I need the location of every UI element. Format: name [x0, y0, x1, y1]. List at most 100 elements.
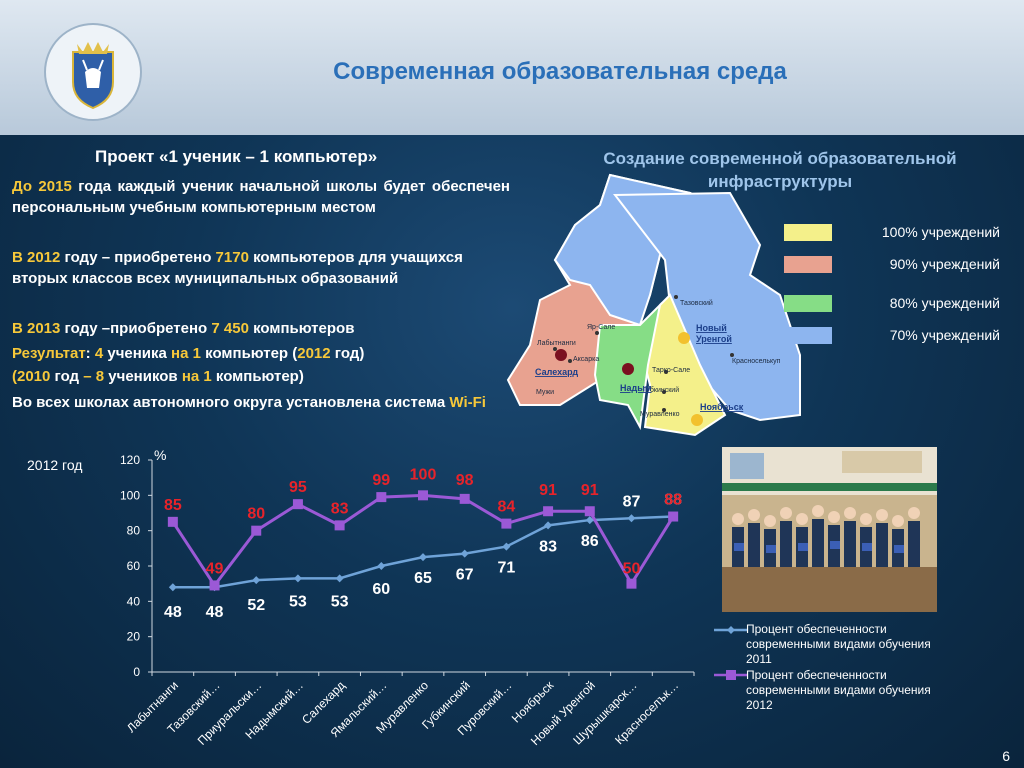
map-label-labytnangi: Лабытнанги [537, 339, 576, 347]
legend-label-70: 70% учреждений [889, 327, 1000, 343]
region-map: Лабытнанги Яр-Сале Аксарка Мужи Тазовски… [506, 173, 801, 437]
data-label-2011: 67 [456, 567, 474, 584]
noyabrsk-marker [691, 414, 703, 426]
data-label-2011: 86 [581, 533, 599, 550]
point-2012 [626, 578, 637, 589]
data-label-2012: 91 [539, 482, 557, 499]
page-number: 6 [1002, 748, 1010, 764]
data-label-2012: 88 [664, 492, 682, 509]
point-2012 [418, 490, 428, 501]
page-title: Современная образовательная среда [333, 58, 787, 85]
point-2011 [168, 583, 177, 592]
map-label-novy-urengoy-1: Новый [696, 323, 727, 333]
point-2011 [585, 516, 594, 525]
point-2012 [251, 525, 262, 536]
labytnangi-dot [553, 347, 557, 351]
point-2012 [668, 511, 679, 522]
paragraph-result: Результат: 4 ученика на 1 компьютер (201… [12, 345, 365, 362]
point-2011 [544, 521, 553, 530]
data-label-2011: 53 [331, 593, 349, 610]
data-label-2011: 53 [289, 593, 307, 610]
y-tick-label: 0 [133, 665, 140, 679]
point-2011 [627, 514, 636, 523]
legend-label-90: 90% учреждений [889, 256, 1000, 272]
y-tick-label: 20 [127, 630, 141, 644]
data-label-2012: 80 [247, 506, 265, 523]
point-2012 [334, 520, 345, 531]
legend-label-100: 100% учреждений [881, 224, 1000, 240]
novy-urengoy-marker [678, 332, 690, 344]
paragraph-2010: (2010 год – 8 учеников на 1 компьютер) [12, 368, 304, 385]
legend-label-80: 80% учреждений [889, 295, 1000, 311]
legend-swatch-100 [784, 224, 832, 241]
map-label-muravlenko: Муравленко [640, 411, 680, 418]
y-tick-label: 60 [127, 559, 141, 573]
point-2011 [252, 576, 261, 585]
data-label-2011: 48 [164, 604, 182, 621]
data-label-2012: 91 [581, 482, 599, 499]
point-2011 [419, 553, 427, 562]
data-label-2011: 88 [664, 492, 682, 509]
data-label-2011: 71 [497, 560, 515, 577]
infrastructure-heading-line1: Создание современной образовательной [603, 149, 957, 168]
project-heading: Проект «1 ученик – 1 компьютер» [95, 147, 378, 166]
map-label-tarko-sale: Тарко-Сале [652, 367, 690, 374]
data-label-2012: 98 [456, 472, 474, 489]
infrastructure-heading: Создание современной образовательной инф… [548, 147, 1012, 193]
krasnoselkup-dot [730, 353, 734, 357]
point-2011 [460, 549, 469, 558]
yarsale-dot [595, 331, 599, 335]
paragraph-wifi: Во всех школах автономного округа устано… [12, 394, 486, 411]
aksarka-dot [568, 359, 572, 363]
point-2012 [459, 493, 470, 504]
map-label-noyabrsk: Ноябрьск [700, 402, 744, 412]
emblem-logo [44, 23, 142, 121]
point-2012 [543, 506, 554, 517]
y-tick-label: 80 [127, 524, 141, 538]
legend-label-2012: Процент обеспеченности современными вида… [746, 668, 931, 712]
data-label-2011: 87 [623, 493, 641, 510]
legend-swatch-70 [784, 327, 832, 344]
map-label-yarsale: Яр-Сале [587, 324, 615, 331]
point-2012 [501, 518, 512, 529]
point-2012 [167, 516, 178, 527]
data-label-2011: 52 [247, 597, 265, 614]
point-2012 [376, 492, 387, 503]
data-label-2011: 48 [206, 604, 224, 621]
map-label-gubkinsky: Губкинский [643, 386, 679, 394]
paragraph-2012: В 2012 году – приобретено 7170 компьютер… [12, 249, 463, 287]
data-label-2012: 50 [623, 561, 641, 578]
legend-label-2011: Процент обеспеченности современными вида… [746, 622, 931, 666]
line-chart: 020406080100120ЛабытнангиТазовский…Приур… [120, 453, 695, 748]
chart-legend-markers [714, 626, 748, 680]
muravlenko-dot [662, 408, 666, 412]
data-label-2011: 83 [539, 538, 557, 555]
y-tick-label: 40 [127, 594, 141, 608]
nadym-marker [622, 363, 634, 375]
gubkinsky-dot [662, 390, 666, 394]
map-label-nadym: Надым [620, 383, 652, 393]
header-bar [0, 0, 1024, 135]
point-2011 [293, 574, 302, 583]
data-label-2011: 65 [414, 570, 432, 587]
tazovsky-dot [674, 295, 678, 299]
y-tick-label: 100 [120, 488, 140, 502]
point-2011 [502, 542, 511, 551]
data-label-2012: 95 [289, 479, 307, 496]
classroom-photo [722, 447, 937, 612]
data-label-2012: 99 [372, 472, 390, 489]
chart-unit-label: % [154, 447, 167, 463]
legend-swatch-80 [784, 295, 832, 312]
y-tick-label: 120 [120, 453, 140, 467]
data-label-2012: 83 [331, 500, 349, 517]
legend-swatch-90 [784, 256, 832, 273]
data-label-2012: 84 [497, 499, 515, 516]
data-label-2012: 49 [206, 560, 224, 577]
map-label-aksarka: Аксарка [573, 356, 599, 363]
data-label-2011: 60 [372, 581, 390, 598]
chart-year-label: 2012 год [27, 457, 83, 473]
map-label-novy-urengoy-2: Уренгой [696, 334, 732, 344]
salekhard-marker [555, 349, 567, 361]
map-label-tazovsky: Тазовский [680, 299, 713, 307]
legend-marker-2012 [726, 670, 736, 680]
